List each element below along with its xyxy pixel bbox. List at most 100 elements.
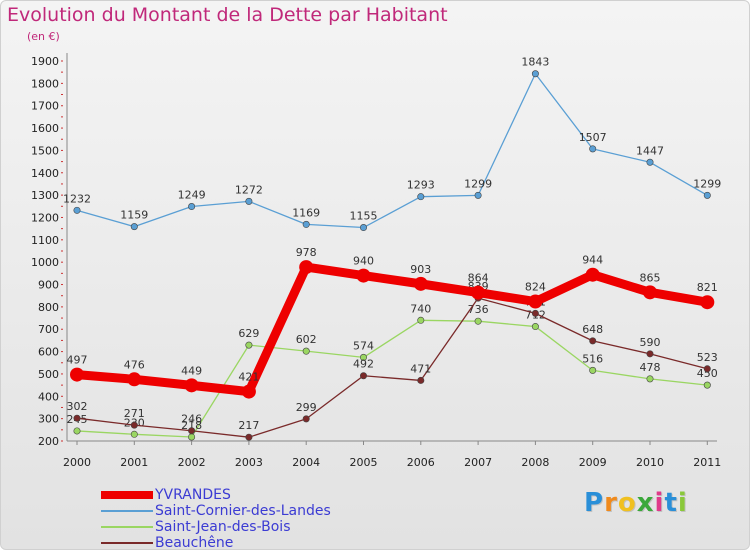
data-label-yvrandes: 476 (124, 358, 145, 371)
data-point-saint-jean-des-bois (531, 323, 539, 331)
data-label-yvrandes: 821 (697, 281, 718, 294)
data-point-yvrandes (528, 294, 543, 309)
legend-swatch (101, 542, 153, 544)
legend-label: Saint-Cornier-des-Landes (155, 503, 331, 519)
y-tick-label: 1700 (31, 100, 59, 113)
data-label-saint-cornier-des-landes: 1155 (350, 210, 378, 223)
y-tick-label: 1600 (31, 122, 59, 135)
data-label-saint-cornier-des-landes: 1293 (407, 179, 435, 192)
brand-logo-letter: x (636, 488, 655, 518)
data-label-saint-cornier-des-landes: 1272 (235, 183, 263, 196)
data-point-beauchene (130, 421, 138, 429)
data-label-saint-cornier-des-landes: 1299 (693, 177, 721, 190)
y-tick-label: 300 (38, 413, 59, 426)
data-point-yvrandes (643, 285, 657, 300)
data-point-beauchene (359, 372, 367, 380)
legend-label: Beauchêne (155, 535, 234, 550)
data-label-saint-jean-des-bois: 602 (296, 333, 317, 346)
legend-label: YVRANDES (155, 487, 231, 503)
data-label-saint-jean-des-bois: 450 (697, 367, 718, 380)
x-tick-label: 2009 (579, 456, 607, 469)
y-tick-label: 1900 (31, 55, 59, 68)
data-label-saint-cornier-des-landes: 1507 (579, 131, 607, 144)
data-label-yvrandes: 864 (468, 272, 489, 285)
data-point-yvrandes (413, 276, 428, 291)
data-point-saint-cornier-des-landes (245, 197, 253, 205)
series-line-yvrandes (72, 262, 712, 397)
data-point-saint-cornier-des-landes (302, 220, 310, 228)
data-label-beauchene: 299 (296, 401, 317, 414)
data-point-beauchene (703, 365, 711, 373)
y-tick-label: 1500 (31, 144, 59, 157)
brand-logo-letter: P (584, 488, 605, 518)
data-point-beauchene (417, 376, 425, 384)
data-point-yvrandes (70, 367, 84, 382)
x-tick-label: 2010 (636, 456, 664, 469)
data-point-yvrandes (299, 260, 314, 275)
data-label-saint-cornier-des-landes: 1299 (464, 177, 492, 190)
data-point-yvrandes (700, 295, 715, 310)
x-tick-label: 2003 (235, 456, 263, 469)
brand-logo-letter: i (677, 488, 688, 518)
y-tick-label: 600 (38, 346, 59, 359)
data-point-saint-jean-des-bois (417, 316, 425, 324)
data-label-yvrandes: 944 (582, 254, 603, 267)
data-label-beauchene: 217 (238, 419, 259, 432)
data-point-saint-jean-des-bois (188, 433, 196, 441)
series-line-saint-jean-des-bois (76, 319, 708, 438)
data-point-saint-cornier-des-landes (703, 191, 711, 199)
data-point-beauchene (302, 415, 310, 423)
data-label-saint-jean-des-bois: 218 (181, 419, 202, 432)
x-tick-label: 2011 (693, 456, 721, 469)
data-label-beauchene: 648 (582, 323, 603, 336)
data-label-saint-cornier-des-landes: 1169 (292, 206, 320, 219)
chart-unit: (en €) (27, 30, 60, 43)
data-point-saint-jean-des-bois (302, 347, 310, 355)
y-tick-label: 700 (38, 323, 59, 336)
x-tick-label: 2005 (350, 456, 378, 469)
y-tick-label: 500 (38, 368, 59, 381)
data-point-saint-jean-des-bois (130, 430, 138, 438)
x-tick-label: 2000 (63, 456, 91, 469)
data-point-yvrandes (127, 372, 142, 387)
data-point-saint-cornier-des-landes (531, 70, 539, 78)
data-point-saint-jean-des-bois (589, 366, 597, 374)
y-tick-label: 900 (38, 279, 59, 292)
brand-logo-letter: i (654, 488, 665, 518)
data-point-beauchene (646, 350, 654, 358)
data-point-saint-jean-des-bois (703, 381, 711, 389)
data-point-saint-cornier-des-landes (474, 191, 482, 199)
x-tick-label: 2007 (464, 456, 492, 469)
data-label-yvrandes: 449 (181, 364, 202, 377)
data-label-beauchene: 271 (124, 407, 145, 420)
data-point-saint-jean-des-bois (646, 375, 654, 383)
data-label-yvrandes: 978 (296, 246, 317, 259)
data-label-saint-cornier-des-landes: 1843 (521, 56, 549, 69)
y-tick-label: 200 (38, 435, 59, 448)
data-point-saint-cornier-des-landes (646, 158, 654, 166)
data-point-saint-jean-des-bois (73, 427, 81, 435)
data-point-saint-cornier-des-landes (73, 206, 81, 214)
y-tick-label: 1100 (31, 234, 59, 247)
data-point-saint-jean-des-bois (245, 341, 253, 349)
data-label-beauchene: 523 (697, 351, 718, 364)
data-label-saint-jean-des-bois: 574 (353, 339, 374, 352)
x-tick-label: 2004 (292, 456, 320, 469)
data-label-yvrandes: 824 (525, 281, 546, 294)
data-point-saint-cornier-des-landes (188, 203, 196, 211)
y-tick-label: 1200 (31, 211, 59, 224)
y-tick-label: 800 (38, 301, 59, 314)
data-label-saint-cornier-des-landes: 1447 (636, 144, 664, 157)
data-label-saint-cornier-des-landes: 1159 (120, 209, 148, 222)
brand-logo: Proxiti (584, 488, 688, 518)
data-point-saint-cornier-des-landes (417, 193, 425, 201)
y-tick-label: 1000 (31, 256, 59, 269)
data-label-beauchene: 246 (181, 413, 202, 426)
y-tick-label: 1800 (31, 77, 59, 90)
data-point-saint-cornier-des-landes (359, 224, 367, 232)
y-tick-label: 400 (38, 390, 59, 403)
brand-logo-letter: r (604, 488, 618, 518)
y-tick-label: 1400 (31, 167, 59, 180)
